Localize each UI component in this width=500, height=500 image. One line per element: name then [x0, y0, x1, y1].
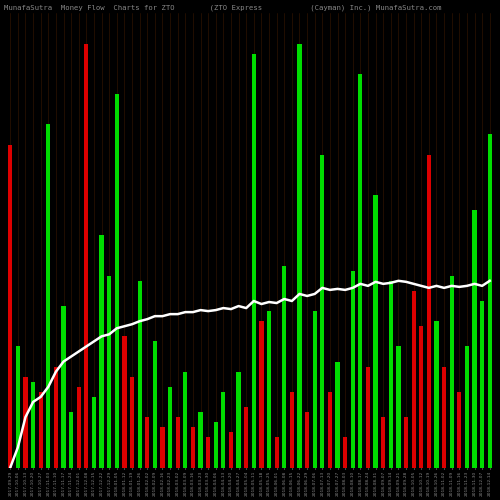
Bar [153, 342, 157, 468]
Bar [374, 195, 378, 468]
Bar [412, 291, 416, 468]
Bar [69, 412, 73, 468]
Bar [38, 392, 43, 468]
Bar [176, 417, 180, 468]
Bar [229, 432, 233, 468]
Bar [100, 236, 103, 468]
Bar [267, 311, 271, 468]
Bar [8, 144, 12, 468]
Bar [343, 438, 347, 468]
Bar [138, 281, 141, 468]
Bar [122, 336, 126, 468]
Bar [214, 422, 218, 468]
Bar [328, 392, 332, 468]
Text: MunafaSutra  Money Flow  Charts for ZTO        (ZTO Express           (Cayman) I: MunafaSutra Money Flow Charts for ZTO (Z… [4, 4, 442, 10]
Bar [206, 438, 210, 468]
Bar [252, 54, 256, 468]
Bar [54, 366, 58, 468]
Bar [183, 372, 188, 468]
Bar [244, 407, 248, 468]
Bar [427, 154, 431, 468]
Bar [76, 387, 81, 468]
Bar [298, 44, 302, 468]
Bar [260, 321, 264, 468]
Bar [145, 417, 150, 468]
Bar [236, 372, 240, 468]
Bar [465, 346, 469, 468]
Bar [222, 392, 226, 468]
Bar [396, 346, 400, 468]
Bar [114, 94, 119, 468]
Bar [336, 362, 340, 468]
Bar [457, 392, 462, 468]
Bar [388, 281, 393, 468]
Bar [168, 387, 172, 468]
Bar [107, 276, 112, 468]
Bar [84, 44, 88, 468]
Bar [198, 412, 202, 468]
Bar [31, 382, 35, 468]
Bar [274, 438, 278, 468]
Bar [381, 417, 386, 468]
Bar [305, 412, 309, 468]
Bar [290, 392, 294, 468]
Bar [358, 74, 362, 468]
Bar [419, 326, 424, 468]
Bar [130, 376, 134, 468]
Bar [480, 301, 484, 468]
Bar [366, 366, 370, 468]
Bar [434, 321, 438, 468]
Bar [282, 266, 286, 468]
Bar [442, 366, 446, 468]
Bar [320, 154, 324, 468]
Bar [62, 306, 66, 468]
Bar [16, 346, 20, 468]
Bar [92, 397, 96, 468]
Bar [350, 270, 355, 468]
Bar [191, 427, 195, 468]
Bar [46, 124, 50, 468]
Bar [404, 417, 408, 468]
Bar [312, 311, 317, 468]
Bar [24, 376, 28, 468]
Bar [472, 210, 476, 468]
Bar [488, 134, 492, 468]
Bar [450, 276, 454, 468]
Bar [160, 427, 164, 468]
